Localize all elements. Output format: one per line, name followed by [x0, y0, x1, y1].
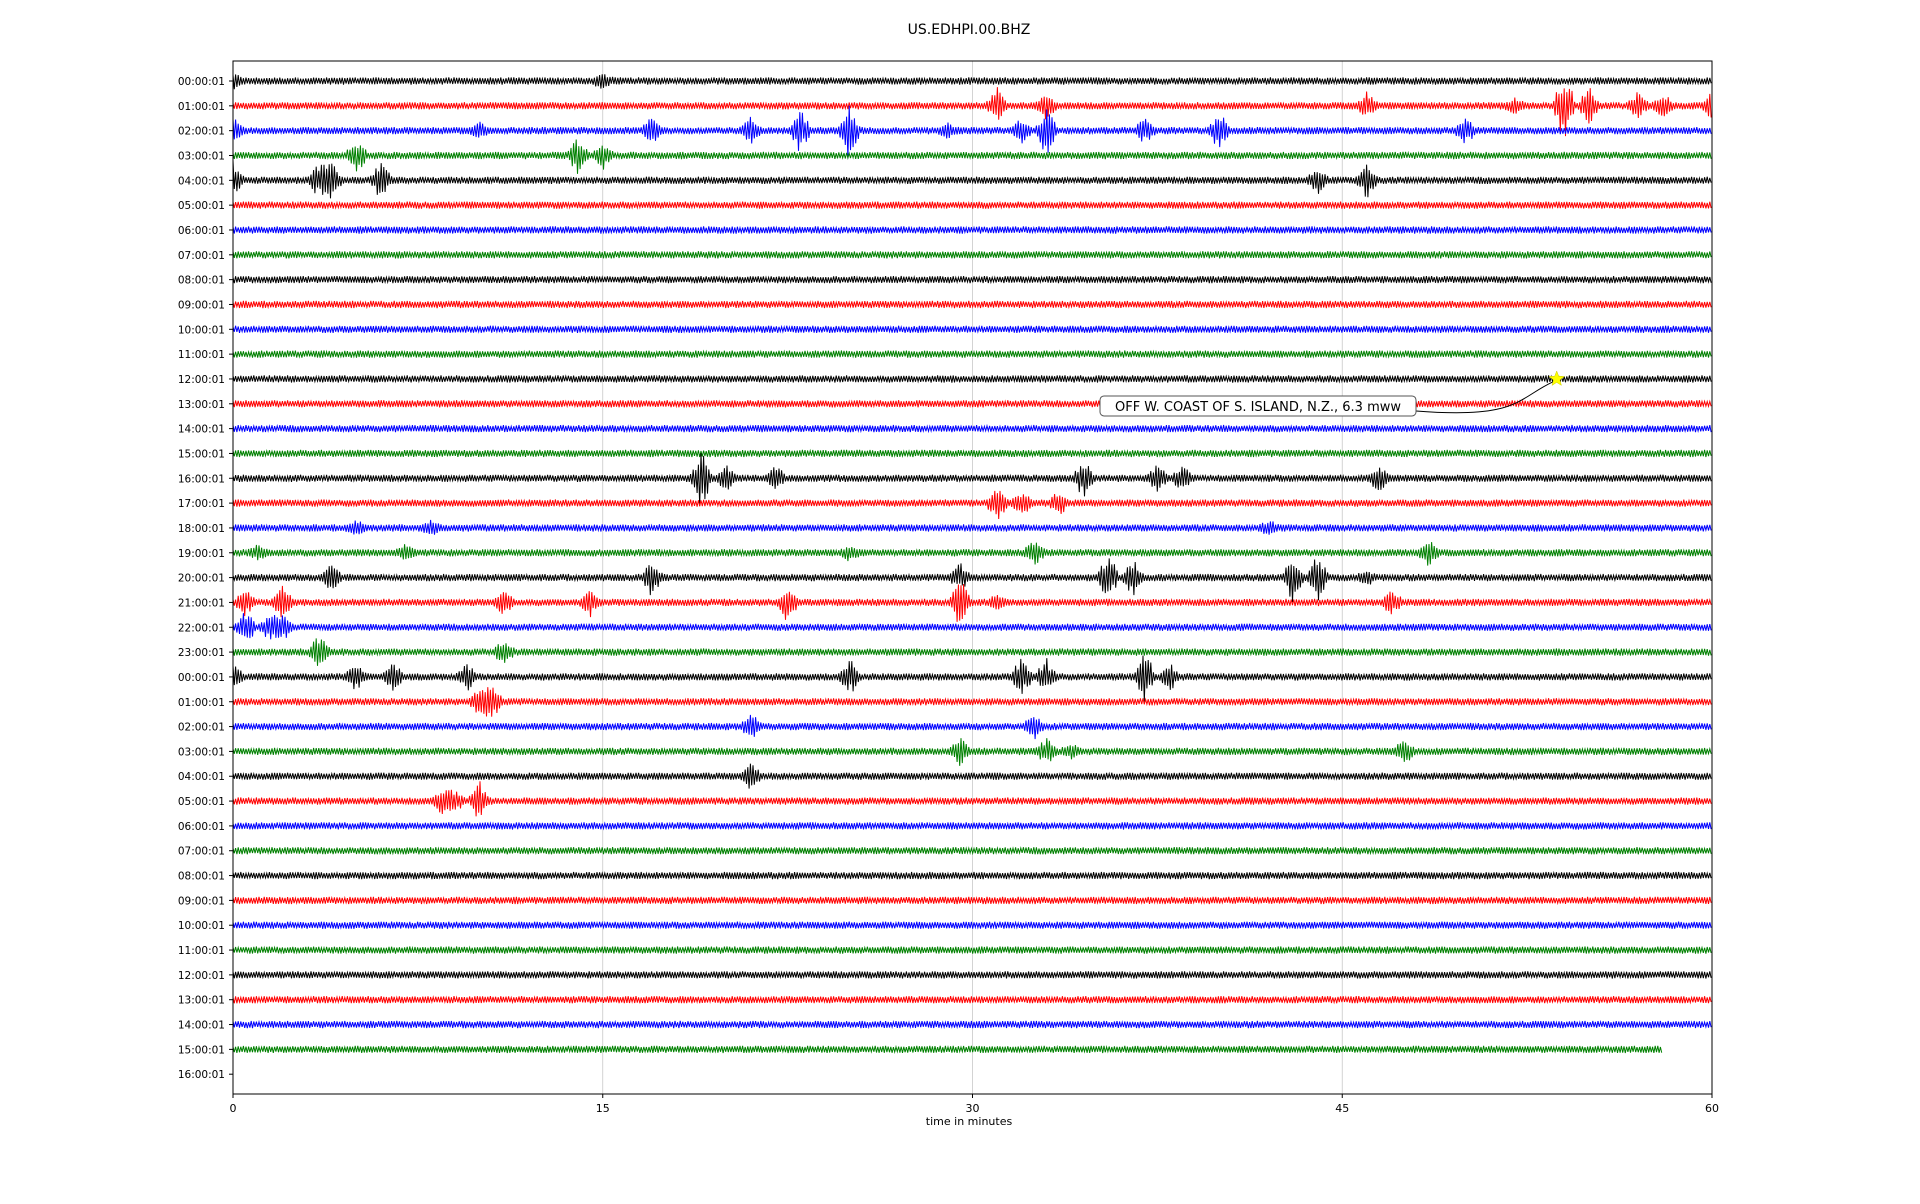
trace-line [232, 687, 1712, 717]
trace-line [232, 895, 1712, 906]
trace-line [232, 558, 1712, 603]
trace-line [232, 448, 1712, 459]
annotation-label: OFF W. COAST OF S. ISLAND, N.Z., 6.3 mww [1115, 400, 1401, 415]
y-tick-label: 16:00:01 [178, 473, 225, 485]
x-tick-label: 15 [596, 1102, 610, 1115]
annotation-box [1099, 395, 1417, 417]
trace-line [232, 160, 1712, 199]
trace-line [232, 638, 1712, 666]
trace-line [232, 920, 1712, 930]
y-tick-label: 05:00:01 [178, 796, 225, 808]
y-tick-label: 08:00:01 [178, 275, 225, 287]
y-tick-label: 06:00:01 [178, 821, 225, 833]
x-tick-label: 45 [1335, 1102, 1349, 1115]
trace-line [232, 583, 1712, 622]
y-tick-label: 23:00:01 [178, 647, 225, 659]
y-tick-label: 06:00:01 [178, 225, 225, 237]
y-tick-label: 09:00:01 [178, 895, 225, 907]
trace-line [232, 655, 1712, 702]
y-tick-label: 17:00:01 [178, 498, 225, 510]
y-tick-label: 15:00:01 [178, 1044, 225, 1056]
trace-line [232, 970, 1712, 980]
trace-line [232, 821, 1712, 831]
y-tick-label: 15:00:01 [178, 448, 225, 460]
y-tick-label: 19:00:01 [178, 548, 225, 560]
y-tick-label: 16:00:01 [178, 1069, 225, 1081]
trace-line [232, 250, 1712, 260]
trace-line [232, 613, 1712, 640]
trace-line [232, 374, 1712, 384]
trace-line [232, 1044, 1663, 1054]
y-tick-label: 03:00:01 [178, 150, 225, 162]
y-tick-label: 09:00:01 [178, 299, 225, 311]
y-tick-label: 01:00:01 [178, 101, 225, 113]
annotation-connector [1415, 381, 1553, 414]
trace-line [232, 519, 1712, 535]
trace-line [232, 299, 1712, 310]
x-axis-label: time in minutes [926, 1115, 1013, 1128]
y-tick-label: 08:00:01 [178, 871, 225, 883]
trace-line [232, 399, 1712, 409]
trace-line [232, 87, 1712, 137]
trace-line [232, 995, 1712, 1005]
trace-line [232, 200, 1712, 210]
y-tick-label: 10:00:01 [178, 324, 225, 336]
x-tick-label: 30 [966, 1102, 980, 1115]
y-tick-label: 11:00:01 [178, 945, 225, 957]
x-tick-label: 0 [230, 1102, 237, 1115]
trace-line [232, 945, 1712, 955]
trace-line [232, 74, 1712, 90]
y-tick-label: 07:00:01 [178, 250, 225, 262]
y-tick-label: 13:00:01 [178, 995, 225, 1007]
trace-line [232, 274, 1712, 285]
y-tick-label: 14:00:01 [178, 424, 225, 436]
trace-line [232, 324, 1712, 334]
y-tick-label: 01:00:01 [178, 697, 225, 709]
y-tick-label: 18:00:01 [178, 523, 225, 535]
y-tick-label: 14:00:01 [178, 1020, 225, 1032]
y-tick-label: 13:00:01 [178, 399, 225, 411]
trace-line [232, 490, 1712, 520]
y-tick-label: 10:00:01 [178, 920, 225, 932]
y-tick-label: 04:00:01 [178, 771, 225, 783]
trace-line [232, 781, 1712, 817]
trace-line [232, 349, 1712, 359]
trace-line [232, 846, 1712, 856]
trace-line [232, 225, 1712, 235]
y-tick-label: 07:00:01 [178, 846, 225, 858]
y-tick-label: 05:00:01 [178, 200, 225, 212]
trace-line [232, 738, 1712, 766]
y-tick-label: 02:00:01 [178, 722, 225, 734]
trace-line [232, 1019, 1712, 1030]
trace-line [232, 105, 1712, 159]
y-tick-label: 00:00:01 [178, 76, 225, 88]
trace-line [232, 870, 1712, 881]
y-tick-label: 04:00:01 [178, 175, 225, 187]
x-tick-label: 60 [1705, 1102, 1719, 1115]
y-tick-label: 12:00:01 [178, 970, 225, 982]
chart-title: US.EDHPI.00.BHZ [908, 22, 1031, 38]
y-tick-label: 11:00:01 [178, 349, 225, 361]
y-tick-label: 12:00:01 [178, 374, 225, 386]
y-tick-label: 22:00:01 [178, 622, 225, 634]
y-tick-label: 02:00:01 [178, 126, 225, 138]
trace-line [232, 423, 1712, 434]
y-tick-label: 21:00:01 [178, 597, 225, 609]
y-tick-label: 03:00:01 [178, 746, 225, 758]
trace-line [232, 139, 1712, 174]
trace-line [232, 542, 1712, 566]
y-tick-label: 20:00:01 [178, 573, 225, 585]
trace-line [232, 763, 1712, 789]
trace-line [232, 714, 1712, 740]
event-star-marker [1548, 370, 1565, 386]
trace-line [232, 453, 1712, 506]
y-tick-label: 00:00:01 [178, 672, 225, 684]
plot-area: 00:00:01 01:00:01 02:00:01 03:00:01 04:00:01… [178, 60, 1719, 1115]
